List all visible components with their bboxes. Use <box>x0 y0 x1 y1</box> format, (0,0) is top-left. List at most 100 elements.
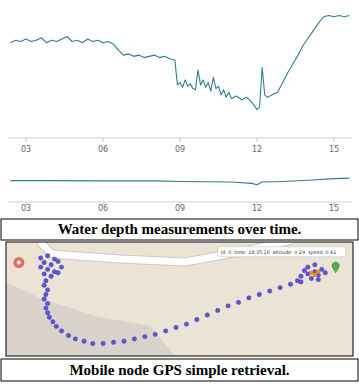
x-tick-label: 03 <box>21 204 31 213</box>
gps-point <box>278 285 282 289</box>
marker-pin <box>332 262 339 273</box>
popup-label: time: <box>234 250 247 255</box>
plot-area <box>11 15 350 109</box>
gps-point <box>309 276 313 280</box>
gps-point <box>45 267 49 271</box>
line-chart: 03 06 09 12 15 <box>8 178 352 213</box>
gps-point <box>174 325 178 329</box>
gps-point <box>91 341 95 345</box>
gps-point <box>66 333 70 337</box>
gps-point <box>51 320 55 324</box>
x-tick-label: 09 <box>175 204 185 213</box>
gps-point <box>143 334 147 338</box>
map-area-shade <box>6 282 175 356</box>
popup-label: id: <box>221 250 227 255</box>
series-line <box>11 178 350 185</box>
gps-point <box>44 292 48 296</box>
x-tick-label: 15 <box>329 145 339 154</box>
plot-area <box>11 178 350 185</box>
gps-point <box>302 268 306 272</box>
gps-point <box>257 292 261 296</box>
x-tick-label: 06 <box>98 145 108 154</box>
gps-point <box>299 280 303 284</box>
gps-point <box>45 253 49 257</box>
gps-point <box>111 340 115 344</box>
popup-label: speed: <box>308 250 324 255</box>
gps-point <box>39 265 43 269</box>
x-tick <box>334 138 335 142</box>
gps-point <box>47 315 51 319</box>
gps-point <box>184 322 188 326</box>
gps-point-highlight <box>316 269 320 273</box>
x-tick-label: 03 <box>21 145 31 154</box>
gps-point <box>56 271 60 275</box>
marker-ring <box>13 257 24 268</box>
gps-point <box>153 332 157 336</box>
gps-point <box>45 310 49 314</box>
gps-point <box>44 279 48 283</box>
gps-point <box>42 272 46 276</box>
gps-point <box>163 329 167 333</box>
gps-point <box>101 341 105 345</box>
gps-point <box>73 337 77 341</box>
gps-point <box>215 308 219 312</box>
gps-point <box>56 259 60 263</box>
map: id:0time:18:35:16altitude:0.29speed:0.41 <box>6 240 353 356</box>
gps-point <box>45 288 49 292</box>
line-chart: 03 06 09 12 15 <box>8 15 352 154</box>
gps-point <box>122 339 126 343</box>
x-tick <box>257 138 258 142</box>
gps-point <box>59 329 63 333</box>
gps-point <box>313 263 317 267</box>
x-tick <box>180 138 181 142</box>
caption-box <box>1 359 358 381</box>
gps-point <box>247 296 251 300</box>
gps-point <box>316 277 320 281</box>
popup-label: altitude: <box>273 250 293 255</box>
map-marker <box>13 257 24 268</box>
gps-point <box>54 324 58 328</box>
gps-point <box>45 301 49 305</box>
caption: Mobile node GPS simple retrieval. <box>69 362 289 378</box>
gps-point <box>306 265 310 269</box>
x-tick-label: 12 <box>252 145 262 154</box>
gps-point <box>195 317 199 321</box>
x-tick-label: 09 <box>175 145 185 154</box>
gps-point <box>205 313 209 317</box>
popup-value: 18:35:16 <box>248 250 270 255</box>
gps-point <box>59 265 63 269</box>
gps-point-highlight <box>313 273 317 277</box>
gps-point <box>268 289 272 293</box>
gps-point <box>82 339 86 343</box>
popup-value: 0.41 <box>326 250 337 255</box>
x-tick <box>25 138 26 142</box>
caption: Water depth measurements over time. <box>58 221 302 237</box>
map-frame <box>6 242 353 356</box>
caption-box <box>1 219 358 240</box>
popup-value: 0.29 <box>294 250 305 255</box>
gps-point <box>42 260 46 264</box>
x-tick-label: 15 <box>329 204 339 213</box>
gps-point <box>49 263 53 267</box>
x-tick-label: 12 <box>252 204 262 213</box>
gps-point <box>132 337 136 341</box>
marker-dot <box>17 261 21 265</box>
gps-point <box>44 306 48 310</box>
popup-value: 0 <box>228 250 231 255</box>
map-marker <box>332 262 339 273</box>
gps-point <box>299 274 303 278</box>
x-tick-label: 06 <box>98 204 108 213</box>
x-tick <box>102 138 103 142</box>
background <box>0 0 359 384</box>
popup-text: id:0time:18:35:16altitude:0.29speed:0.41 <box>221 250 337 255</box>
road <box>40 242 292 262</box>
gps-point <box>42 283 46 287</box>
gps-point <box>323 271 327 275</box>
gps-point <box>226 304 230 308</box>
gps-point <box>49 274 53 278</box>
gps-point <box>236 300 240 304</box>
road-edge <box>40 242 292 262</box>
map-area <box>6 242 353 356</box>
gps-point <box>288 282 292 286</box>
popup <box>218 247 346 257</box>
